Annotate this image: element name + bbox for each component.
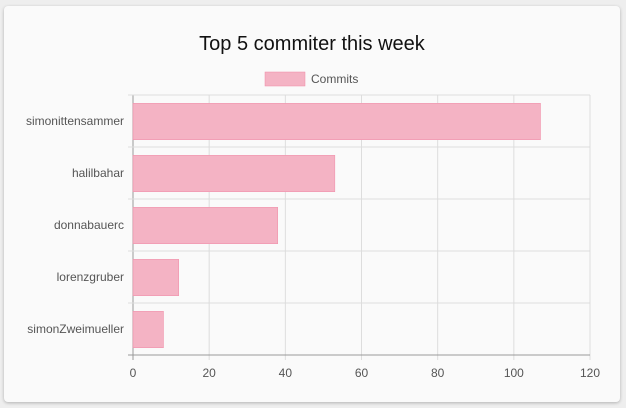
bar-simonittensammer[interactable] xyxy=(132,103,541,140)
x-tick-label: 80 xyxy=(431,366,445,380)
y-tick-label: simonittensammer xyxy=(26,114,124,128)
y-tick-label: halilbahar xyxy=(72,166,124,180)
bar-halilbahar[interactable] xyxy=(132,155,336,192)
x-tick-label: 20 xyxy=(202,366,216,380)
legend-swatch xyxy=(264,71,306,87)
bar-donnabauerc[interactable] xyxy=(132,207,278,244)
x-tick-label: 40 xyxy=(279,366,293,380)
y-axis-labels: simonittensammer halilbahar donnabauerc lor… xyxy=(26,114,124,336)
x-tick-label: 0 xyxy=(130,366,137,380)
bar-lorenzgruber[interactable] xyxy=(132,259,179,296)
bar-simonZweimueller[interactable] xyxy=(132,311,164,348)
legend-label: Commits xyxy=(311,72,358,86)
x-axis-labels: 0 20 40 60 80 100 120 xyxy=(130,366,601,380)
chart-title: Top 5 commiter this week xyxy=(199,33,426,55)
x-tick-label: 100 xyxy=(504,366,524,380)
y-tick-label: donnabauerc xyxy=(54,218,124,232)
y-tick-label: lorenzgruber xyxy=(57,270,124,284)
y-tick-label: simonZweimueller xyxy=(27,322,124,336)
bars xyxy=(132,103,541,348)
legend[interactable]: Commits xyxy=(264,71,358,87)
x-tick-label: 60 xyxy=(355,366,369,380)
x-tick-label: 120 xyxy=(580,366,600,380)
chart-card xyxy=(4,6,620,402)
